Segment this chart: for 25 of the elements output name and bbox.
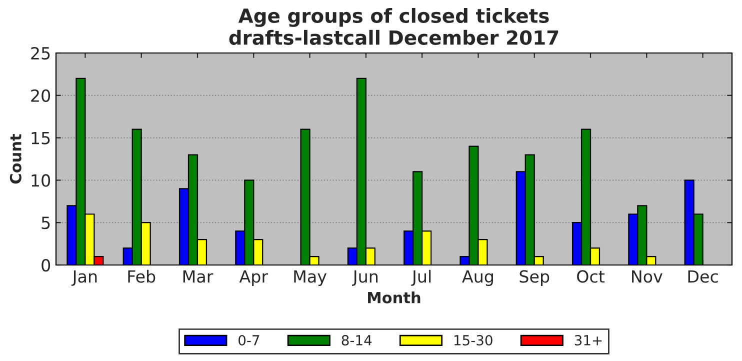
legend-label: 31+: [574, 334, 602, 346]
x-tick-label: Jun: [352, 270, 378, 286]
x-tick-label: Dec: [688, 270, 718, 283]
x-tick-label: Jul: [411, 270, 431, 286]
y-tick-label: 0: [42, 258, 50, 272]
x-tick-label: Nov: [632, 270, 662, 283]
y-axis-title: Count: [10, 134, 22, 184]
x-axis-title: Month: [368, 292, 420, 304]
legend-label: 15-30: [454, 334, 492, 346]
legend-label: 0-7: [238, 334, 260, 346]
chart-title: Age groups of closed tickets drafts-lastcall December 2017: [229, 8, 558, 45]
legend-label: 8-14: [342, 334, 372, 346]
x-tick-label: May: [294, 270, 327, 286]
x-tick-label: Mar: [183, 270, 214, 283]
x-tick-label: Aug: [462, 270, 493, 286]
x-tick-label: Jan: [71, 270, 97, 286]
y-tick-label: 5: [42, 216, 50, 230]
x-tick-label: Feb: [128, 270, 156, 283]
y-tick-label: 25: [31, 46, 50, 60]
y-tick-label: 10: [32, 174, 50, 187]
y-tick-label: 20: [31, 89, 50, 102]
x-tick-label: Sep: [520, 270, 550, 286]
y-tick-label: 15: [32, 132, 50, 144]
x-tick-label: Apr: [239, 270, 268, 286]
x-tick-label: Oct: [577, 270, 605, 283]
